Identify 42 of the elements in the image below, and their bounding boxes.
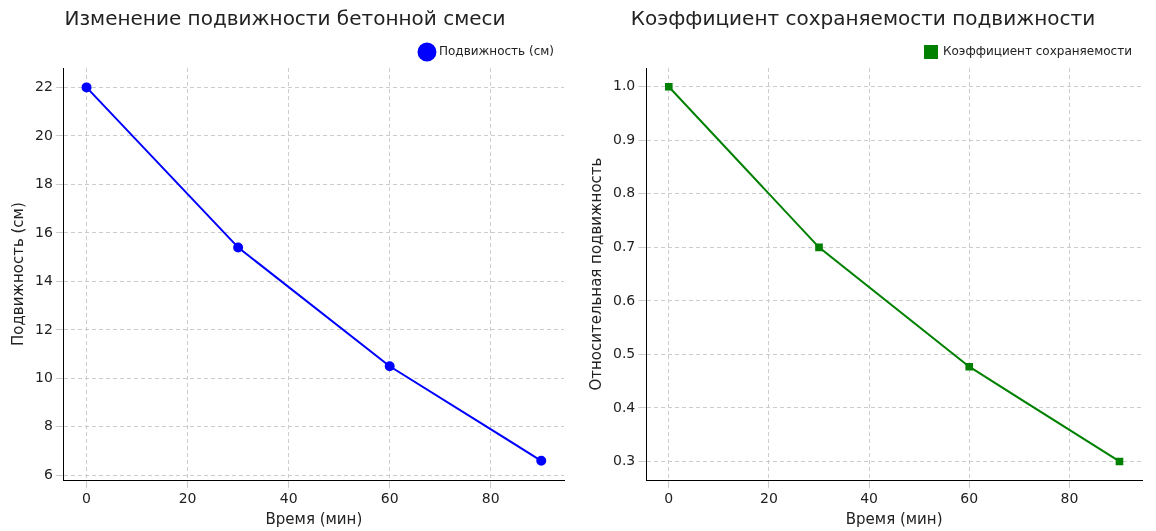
y-tick-label: 0.9 — [613, 130, 636, 147]
chart-title: Коэффициент сохраняемости подвижности — [630, 6, 1096, 31]
y-tick-label: 22 — [34, 78, 53, 95]
y-tick-label: 1.0 — [613, 77, 636, 94]
x-tick-label: 60 — [380, 490, 399, 507]
y-tick-label: 16 — [34, 223, 53, 240]
x-tick-label: 40 — [279, 490, 298, 507]
point — [384, 361, 395, 372]
x-tick-label: 40 — [860, 490, 879, 507]
y-axis-title: Относительная подвижность — [586, 157, 605, 391]
y-tick-label: 0.6 — [613, 291, 636, 308]
x-tick-label: 0 — [82, 490, 92, 507]
x-axis-title: Время (мин) — [265, 509, 363, 528]
y-tick-label: 12 — [34, 320, 53, 337]
x-tick-label: 80 — [481, 490, 500, 507]
y-tick-label: 0.4 — [613, 398, 636, 415]
point — [81, 82, 92, 93]
y-tick-label: 14 — [34, 272, 53, 289]
y-tick-label: 8 — [43, 417, 53, 434]
y-tick-label: 6 — [43, 465, 53, 482]
x-tick-label: 20 — [178, 490, 197, 507]
x-tick-label: 80 — [1060, 490, 1079, 507]
y-axis-title: Подвижность (см) — [8, 202, 27, 346]
legend-label: Коэффициент сохраняемости — [942, 44, 1133, 59]
y-tick-label: 18 — [34, 175, 53, 192]
point — [815, 243, 823, 252]
y-tick-label: 10 — [34, 369, 53, 385]
chart-title: Изменение подвижности бетонной смеси — [64, 6, 506, 31]
legend-label: Подвижность (см) — [438, 44, 555, 59]
y-tick-label: 0.3 — [613, 452, 636, 469]
point — [233, 242, 244, 253]
x-tick-label: 60 — [960, 490, 979, 507]
y-tick-label: 0.8 — [613, 184, 636, 201]
x-tick-label: 0 — [664, 490, 674, 507]
x-axis-title: Время (мин) — [845, 509, 943, 528]
x-tick-label: 20 — [760, 490, 778, 507]
point — [664, 82, 673, 91]
y-tick-label: 0.7 — [613, 237, 636, 254]
point — [536, 455, 547, 466]
point — [965, 362, 974, 371]
y-tick-label: 0.5 — [613, 345, 636, 362]
y-tick-label: 20 — [34, 126, 53, 143]
